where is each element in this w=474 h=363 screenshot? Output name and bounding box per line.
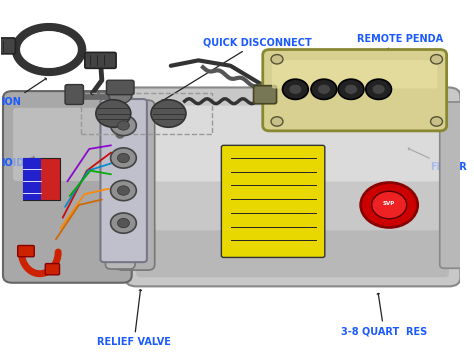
- Text: SVP: SVP: [383, 201, 395, 206]
- Circle shape: [151, 100, 186, 127]
- FancyBboxPatch shape: [13, 108, 122, 181]
- Circle shape: [366, 79, 392, 99]
- FancyBboxPatch shape: [116, 100, 155, 270]
- Circle shape: [271, 54, 283, 64]
- Circle shape: [372, 191, 407, 219]
- Circle shape: [118, 153, 129, 163]
- Circle shape: [110, 148, 137, 168]
- FancyBboxPatch shape: [46, 264, 60, 275]
- FancyBboxPatch shape: [125, 87, 460, 286]
- Circle shape: [430, 54, 443, 64]
- Circle shape: [271, 117, 283, 126]
- Ellipse shape: [22, 31, 76, 68]
- Circle shape: [430, 117, 443, 126]
- Circle shape: [110, 213, 137, 233]
- FancyBboxPatch shape: [263, 49, 447, 131]
- Text: FILLER: FILLER: [409, 148, 467, 172]
- FancyBboxPatch shape: [3, 91, 132, 283]
- Circle shape: [118, 186, 129, 195]
- FancyBboxPatch shape: [254, 86, 276, 104]
- FancyBboxPatch shape: [18, 245, 34, 257]
- FancyBboxPatch shape: [106, 105, 135, 269]
- Circle shape: [338, 79, 364, 99]
- FancyBboxPatch shape: [440, 102, 467, 268]
- Text: ION: ION: [0, 78, 46, 107]
- Circle shape: [109, 86, 132, 104]
- Circle shape: [345, 84, 357, 94]
- Bar: [23, 158, 61, 200]
- Circle shape: [96, 100, 131, 127]
- Text: REMOTE PENDA: REMOTE PENDA: [343, 34, 443, 86]
- Circle shape: [372, 84, 385, 94]
- FancyBboxPatch shape: [107, 80, 134, 95]
- Circle shape: [318, 84, 330, 94]
- Circle shape: [311, 79, 337, 99]
- FancyBboxPatch shape: [65, 85, 83, 105]
- Bar: [81, 93, 212, 134]
- FancyBboxPatch shape: [137, 106, 449, 182]
- Circle shape: [289, 84, 302, 94]
- Circle shape: [110, 180, 137, 201]
- FancyBboxPatch shape: [0, 38, 16, 54]
- Circle shape: [118, 219, 129, 228]
- Circle shape: [110, 115, 137, 135]
- FancyBboxPatch shape: [85, 52, 116, 68]
- Circle shape: [118, 121, 129, 130]
- Bar: [23, 158, 41, 200]
- Text: 3-8 QUART  RES: 3-8 QUART RES: [341, 293, 427, 337]
- Text: RELIEF VALVE: RELIEF VALVE: [97, 290, 171, 347]
- Text: QUICK DISCONNECT: QUICK DISCONNECT: [162, 37, 312, 102]
- Circle shape: [361, 183, 418, 228]
- Circle shape: [283, 79, 308, 99]
- FancyBboxPatch shape: [137, 230, 449, 277]
- FancyBboxPatch shape: [100, 99, 147, 262]
- FancyBboxPatch shape: [221, 145, 325, 257]
- Text: IOID: IOID: [0, 156, 34, 168]
- FancyBboxPatch shape: [272, 60, 438, 89]
